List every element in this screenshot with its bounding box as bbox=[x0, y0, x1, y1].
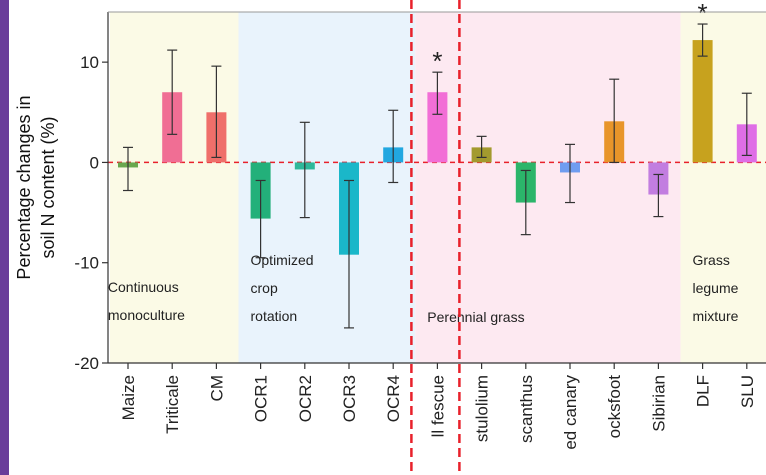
x-tick-label: Sibirian bbox=[649, 375, 668, 432]
x-tick-label: stulolium bbox=[473, 375, 492, 442]
x-tick-label: scanthus bbox=[517, 375, 536, 443]
x-tick-label: OCR1 bbox=[252, 375, 271, 422]
region-label-line: Optimized bbox=[251, 252, 314, 268]
x-tick-label: CM bbox=[207, 375, 226, 401]
region-label-line: legume bbox=[693, 280, 739, 296]
y-tick-label: -10 bbox=[74, 254, 99, 273]
x-ticks: Maize Triticale CM OCR1 OCR2 OCR3 OCR4 ll fescu… bbox=[119, 363, 757, 450]
y-axis-label-line: soil N content (%) bbox=[38, 116, 58, 258]
y-axis-label-line: Percentage changes in bbox=[14, 95, 34, 279]
x-tick-label: ll fescue bbox=[428, 375, 447, 437]
y-tick-label: -20 bbox=[74, 354, 99, 373]
left-accent-bar bbox=[0, 0, 9, 475]
x-tick-label: ocksfoot bbox=[605, 375, 624, 439]
section-dividers bbox=[410, 0, 461, 475]
bar bbox=[427, 92, 448, 163]
region-label-line: crop bbox=[251, 280, 278, 296]
x-tick-label: OCR4 bbox=[384, 375, 403, 422]
region-label-line: Continuous bbox=[108, 279, 179, 295]
error-bars bbox=[123, 23, 752, 329]
bar bbox=[692, 40, 713, 163]
x-tick-label: ed canary bbox=[561, 375, 580, 450]
x-tick-label: SLU bbox=[738, 375, 757, 408]
region-label-line: monoculture bbox=[108, 307, 185, 323]
y-axis-label: Percentage changes in soil N content (%) bbox=[14, 95, 58, 279]
x-tick-label: Triticale bbox=[163, 375, 182, 434]
y-tick-label: 10 bbox=[80, 53, 99, 72]
y-tick-label: 0 bbox=[90, 153, 99, 172]
x-tick-label: OCR3 bbox=[340, 375, 359, 422]
region-label-line: rotation bbox=[251, 308, 298, 324]
region-background bbox=[110, 12, 239, 363]
significance-markers: ** bbox=[432, 0, 707, 76]
region-labels: Continuous monoculture Optimized crop rotati… bbox=[108, 252, 739, 325]
region-label-line: Grass bbox=[693, 252, 730, 268]
region-label-line: Perennial grass bbox=[427, 309, 524, 325]
y-ticks: -20 -10 0 10 bbox=[74, 53, 108, 373]
x-tick-label: OCR2 bbox=[296, 375, 315, 422]
significance-star: * bbox=[698, 0, 708, 28]
region-label-line: mixture bbox=[693, 308, 739, 324]
significance-star: * bbox=[432, 46, 442, 76]
x-tick-label: Maize bbox=[119, 375, 138, 420]
x-tick-label: DLF bbox=[694, 375, 713, 407]
region-backgrounds bbox=[110, 12, 766, 363]
